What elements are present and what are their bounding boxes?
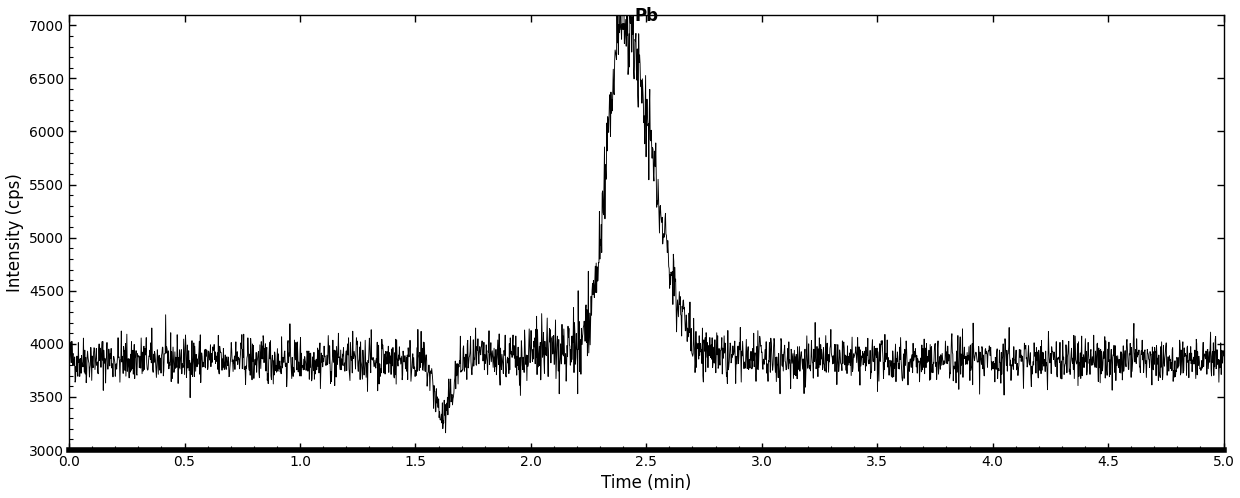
Text: Pb: Pb	[635, 7, 658, 25]
X-axis label: Time (min): Time (min)	[601, 475, 692, 493]
Y-axis label: Intensity (cps): Intensity (cps)	[5, 173, 24, 292]
